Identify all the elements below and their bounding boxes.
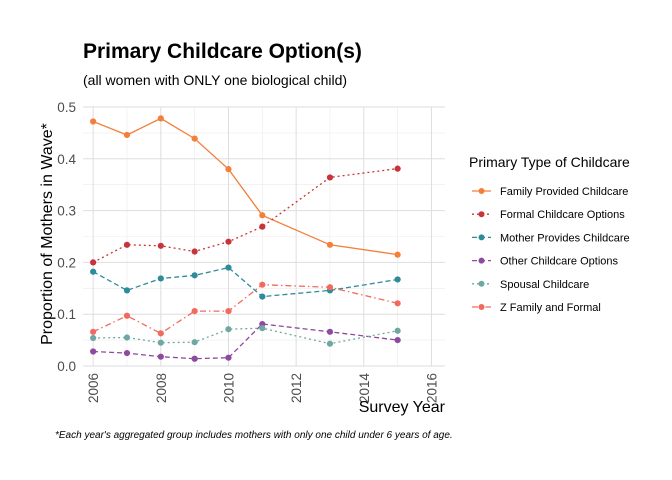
- grid-lines: [83, 106, 445, 367]
- legend-title: Primary Type of Childcare: [469, 154, 630, 170]
- data-point: [326, 340, 334, 347]
- legend-label: Family Provided Childcare: [500, 186, 628, 198]
- data-point: [326, 328, 334, 335]
- data-point: [157, 353, 164, 360]
- data-point: [259, 212, 266, 219]
- y-tick-label: 0.0: [57, 359, 76, 374]
- data-point: [259, 293, 266, 300]
- y-tick-label: 0.3: [57, 204, 76, 219]
- legend-label: Mother Provides Childcare: [500, 232, 630, 244]
- legend-marker: [478, 280, 485, 287]
- data-point: [123, 334, 131, 341]
- legend: Primary Type of Childcare Family Provide…: [469, 154, 630, 314]
- data-point: [157, 330, 164, 337]
- data-point: [123, 312, 131, 319]
- data-point: [157, 242, 164, 249]
- series-line: [92, 117, 398, 256]
- legend-label: Other Childcare Options: [500, 256, 618, 268]
- legend-marker: [478, 257, 485, 264]
- data-point: [90, 334, 97, 342]
- data-point: [259, 325, 266, 332]
- data-point: [225, 238, 232, 245]
- y-tick-label: 0.1: [57, 307, 76, 322]
- data-point: [123, 131, 131, 139]
- data-point: [225, 326, 232, 333]
- data-point: [326, 174, 334, 181]
- y-axis-label: Proportion of Mothers in Wave*: [39, 123, 56, 345]
- data-point: [225, 354, 232, 361]
- data-point: [157, 275, 164, 282]
- data-point: [90, 328, 97, 335]
- data-point: [225, 307, 232, 315]
- y-tick-label: 0.4: [57, 152, 76, 167]
- data-point: [259, 223, 266, 230]
- legend-marker: [478, 188, 485, 194]
- data-point: [157, 115, 164, 122]
- legend-marker: [478, 211, 485, 218]
- data-point: [394, 337, 401, 344]
- legend-label: Formal Childcare Options: [500, 209, 625, 221]
- chart-subtitle: (all women with ONLY one biological chil…: [83, 72, 347, 88]
- data-point: [394, 327, 401, 334]
- data-point: [259, 281, 266, 288]
- data-point: [157, 339, 164, 346]
- data-point: [191, 307, 198, 315]
- x-tick-label: 2006: [86, 373, 101, 403]
- data-point: [326, 284, 334, 291]
- data-point: [90, 118, 97, 125]
- legend-label: Spousal Childcare: [500, 279, 589, 291]
- data-point: [90, 348, 97, 355]
- y-tick-label: 0.5: [57, 100, 76, 115]
- data-point: [90, 268, 97, 275]
- data-point: [123, 349, 131, 357]
- data-point: [123, 241, 131, 248]
- x-tick-label: 2012: [289, 373, 304, 403]
- data-point: [191, 339, 198, 346]
- data-point: [123, 287, 131, 294]
- data-point: [394, 251, 401, 258]
- series-line: [93, 327, 398, 345]
- x-tick-label: 2010: [221, 373, 236, 403]
- data-point: [394, 165, 401, 172]
- data-point: [191, 272, 198, 279]
- data-point: [191, 248, 198, 255]
- y-tick-label: 0.2: [57, 255, 76, 270]
- legend-marker: [478, 304, 485, 310]
- data-point: [394, 300, 401, 307]
- axis-ticks: 0.0 0.1 0.2 0.3 0.4 0.5 2006 2008 2010 2012 2014 20…: [57, 100, 439, 403]
- legend-label: Z Family and Formal: [500, 302, 601, 314]
- data-point: [90, 259, 97, 266]
- legend-marker: [478, 234, 485, 241]
- data-point: [394, 276, 401, 283]
- plot-area: [90, 115, 401, 362]
- x-tick-label: 2008: [154, 373, 169, 403]
- data-point: [225, 166, 232, 173]
- chart-caption: *Each year's aggregated group includes m…: [55, 430, 453, 441]
- series-line: [92, 266, 398, 298]
- x-tick-label: 2014: [357, 373, 372, 404]
- data-point: [326, 241, 334, 248]
- data-point: [191, 135, 198, 142]
- data-point: [191, 355, 198, 362]
- chart-title: Primary Childcare Option(s): [83, 40, 362, 63]
- series-line: [92, 284, 398, 335]
- series-line: [93, 323, 398, 360]
- data-point: [225, 264, 232, 271]
- x-tick-label: 2016: [424, 373, 439, 403]
- x-axis-label: Survey Year: [359, 399, 446, 416]
